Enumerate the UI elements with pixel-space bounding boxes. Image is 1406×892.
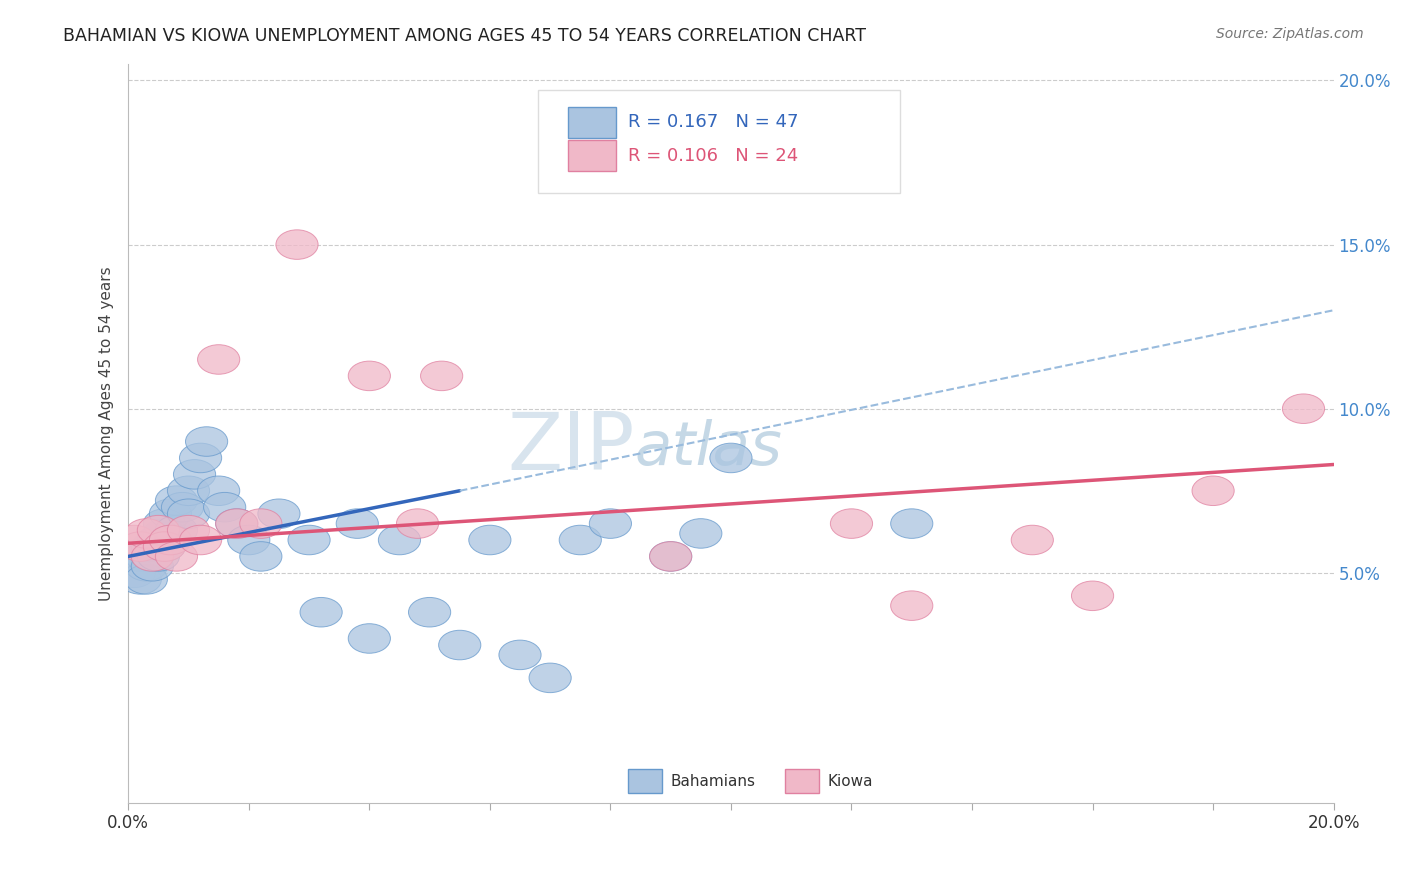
Ellipse shape [131,551,173,581]
Ellipse shape [131,532,173,561]
Ellipse shape [180,525,222,555]
Ellipse shape [138,541,180,571]
Text: R = 0.167   N = 47: R = 0.167 N = 47 [628,112,799,130]
Ellipse shape [156,516,198,545]
Ellipse shape [276,230,318,260]
Ellipse shape [125,518,167,549]
Ellipse shape [349,361,391,391]
Ellipse shape [120,541,162,571]
Ellipse shape [831,508,873,539]
Ellipse shape [650,541,692,571]
Ellipse shape [529,663,571,692]
Ellipse shape [228,525,270,555]
Ellipse shape [156,486,198,516]
Ellipse shape [198,344,240,375]
Ellipse shape [149,525,191,555]
Ellipse shape [112,525,156,555]
Ellipse shape [890,591,932,621]
Ellipse shape [420,361,463,391]
Ellipse shape [143,532,186,561]
Ellipse shape [439,631,481,660]
FancyBboxPatch shape [568,140,616,171]
Text: Kiowa: Kiowa [827,773,873,789]
FancyBboxPatch shape [568,107,616,138]
Ellipse shape [1011,525,1053,555]
Ellipse shape [120,532,162,561]
FancyBboxPatch shape [628,770,662,793]
Ellipse shape [1071,581,1114,611]
Ellipse shape [378,525,420,555]
Ellipse shape [679,518,721,549]
Ellipse shape [156,541,198,571]
Ellipse shape [167,516,209,545]
Ellipse shape [162,492,204,522]
Ellipse shape [349,624,391,653]
Ellipse shape [650,541,692,571]
Ellipse shape [468,525,510,555]
Ellipse shape [120,565,162,594]
Ellipse shape [409,598,451,627]
Ellipse shape [186,426,228,457]
Ellipse shape [288,525,330,555]
Ellipse shape [257,499,299,529]
Ellipse shape [240,541,283,571]
Ellipse shape [560,525,602,555]
Ellipse shape [396,508,439,539]
Y-axis label: Unemployment Among Ages 45 to 54 years: Unemployment Among Ages 45 to 54 years [100,266,114,600]
Ellipse shape [143,508,186,539]
Ellipse shape [167,499,209,529]
Ellipse shape [131,541,173,571]
Text: atlas: atlas [634,418,782,477]
Text: ZIP: ZIP [508,409,634,487]
Ellipse shape [710,443,752,473]
Ellipse shape [149,499,191,529]
Ellipse shape [204,492,246,522]
Ellipse shape [890,508,932,539]
Ellipse shape [125,541,167,571]
Ellipse shape [138,516,180,545]
Ellipse shape [198,476,240,506]
Ellipse shape [167,476,209,506]
Ellipse shape [589,508,631,539]
Ellipse shape [240,508,283,539]
Ellipse shape [770,148,813,178]
Text: BAHAMIAN VS KIOWA UNEMPLOYMENT AMONG AGES 45 TO 54 YEARS CORRELATION CHART: BAHAMIAN VS KIOWA UNEMPLOYMENT AMONG AGE… [63,27,866,45]
Ellipse shape [1192,476,1234,506]
Ellipse shape [125,551,167,581]
FancyBboxPatch shape [785,770,818,793]
Ellipse shape [138,525,180,555]
Ellipse shape [336,508,378,539]
Ellipse shape [299,598,342,627]
Ellipse shape [112,558,156,588]
Ellipse shape [1282,394,1324,424]
Text: Source: ZipAtlas.com: Source: ZipAtlas.com [1216,27,1364,41]
Text: Bahamians: Bahamians [671,773,755,789]
Ellipse shape [131,541,173,571]
Text: R = 0.106   N = 24: R = 0.106 N = 24 [628,146,799,165]
Ellipse shape [149,525,191,555]
Ellipse shape [215,508,257,539]
Ellipse shape [173,459,215,489]
FancyBboxPatch shape [538,90,900,194]
Ellipse shape [215,508,257,539]
Ellipse shape [499,640,541,670]
Ellipse shape [143,532,186,561]
Ellipse shape [143,518,186,549]
Ellipse shape [180,443,222,473]
Ellipse shape [125,565,167,594]
